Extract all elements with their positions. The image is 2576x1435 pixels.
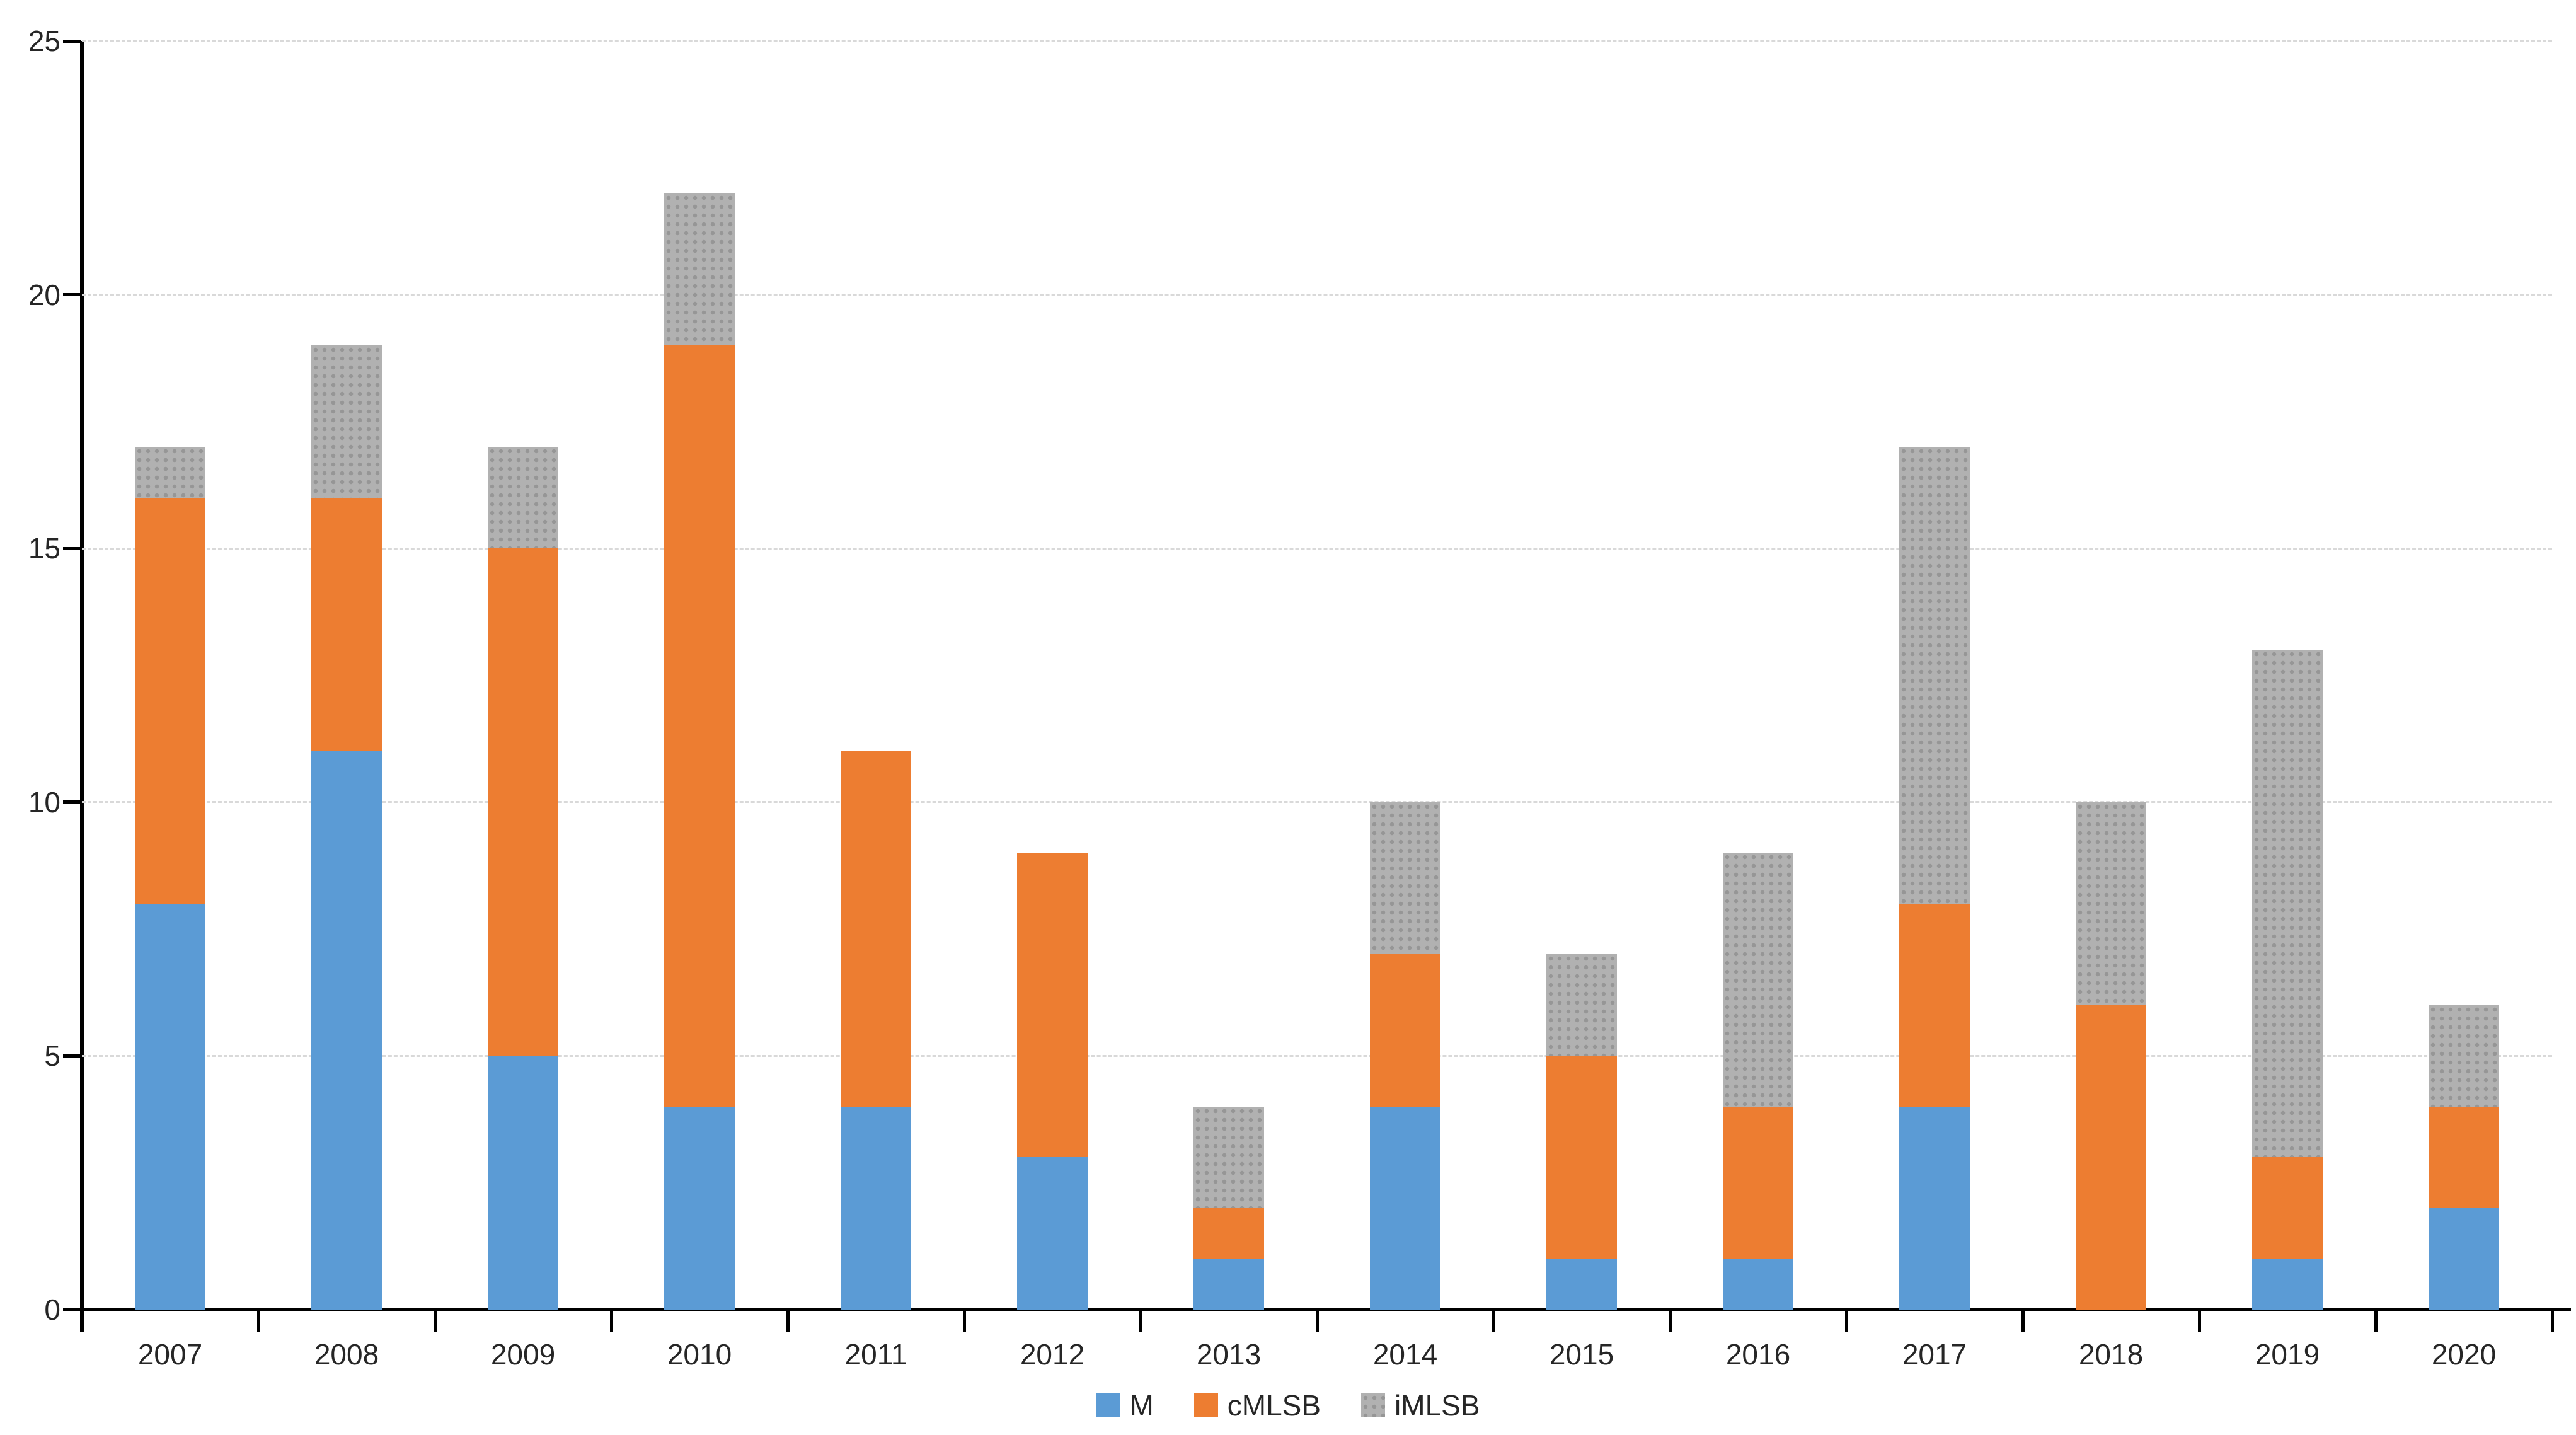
iMLSB-segment-2009: [488, 447, 558, 549]
M-segment-2013: [1193, 1259, 1264, 1310]
legend-item-cMLSB: cMLSB: [1193, 1388, 1321, 1422]
M-segment-2008: [311, 751, 382, 1310]
cMLSB-segment-2012: [1017, 853, 1088, 1158]
cMLSB-segment-2016: [1723, 1106, 1793, 1259]
iMLSB-segment-2020: [2429, 1005, 2499, 1107]
y-tick-5: [63, 1054, 81, 1058]
iMLSB-segment-2014: [1370, 802, 1440, 955]
y-axis-label-25: 25: [28, 25, 60, 57]
gridline-15: [82, 547, 2552, 550]
legend-swatch-M: [1096, 1393, 1120, 1417]
x-tick-9: [1668, 1310, 1672, 1332]
legend-swatch-iMLSB: [1361, 1393, 1386, 1417]
iMLSB-segment-2010: [664, 193, 735, 346]
y-axis-label-0: 0: [44, 1293, 60, 1326]
y-tick-0: [63, 1308, 81, 1311]
x-axis-label-2019: 2019: [2255, 1338, 2320, 1371]
x-axis-label-2020: 2020: [2431, 1338, 2497, 1371]
x-axis-label-2014: 2014: [1372, 1338, 1438, 1371]
cMLSB-segment-2008: [311, 497, 382, 752]
iMLSB-segment-2018: [2076, 802, 2146, 1005]
x-tick-13: [2374, 1310, 2378, 1332]
x-tick-0: [80, 1310, 84, 1332]
M-segment-2012: [1017, 1157, 1088, 1310]
M-segment-2010: [664, 1106, 735, 1310]
legend-swatch-cMLSB: [1193, 1393, 1218, 1417]
iMLSB-segment-2013: [1193, 1106, 1264, 1208]
legend-label-iMLSB: iMLSB: [1394, 1389, 1480, 1422]
x-axis-label-2012: 2012: [1020, 1338, 1085, 1371]
M-segment-2016: [1723, 1259, 1793, 1310]
x-tick-1: [256, 1310, 260, 1332]
cMLSB-segment-2010: [664, 345, 735, 1107]
iMLSB-segment-2019: [2252, 650, 2323, 1158]
iMLSB-segment-2007: [135, 447, 205, 498]
y-axis-label-10: 10: [28, 785, 60, 819]
M-segment-2007: [135, 903, 205, 1310]
x-axis-label-2010: 2010: [667, 1338, 732, 1371]
x-axis-label-2008: 2008: [314, 1338, 379, 1371]
cMLSB-segment-2011: [841, 751, 911, 1107]
M-segment-2017: [1899, 1106, 1970, 1310]
y-axis-label-15: 15: [28, 532, 60, 565]
x-axis-label-2013: 2013: [1196, 1338, 1262, 1371]
x-tick-5: [962, 1310, 966, 1332]
cMLSB-segment-2017: [1899, 903, 1970, 1107]
M-segment-2015: [1546, 1259, 1617, 1310]
y-axis-label-5: 5: [44, 1039, 60, 1073]
x-axis-label-2016: 2016: [1725, 1338, 1791, 1371]
x-tick-4: [786, 1310, 790, 1332]
x-axis-label-2011: 2011: [844, 1338, 907, 1371]
cMLSB-segment-2009: [488, 548, 558, 1056]
iMLSB-segment-2017: [1899, 447, 1970, 904]
y-tick-10: [63, 800, 81, 804]
gridline-10: [82, 801, 2552, 804]
cMLSB-segment-2007: [135, 497, 205, 904]
M-segment-2009: [488, 1056, 558, 1310]
x-tick-2: [433, 1310, 437, 1332]
cMLSB-segment-2013: [1193, 1207, 1264, 1259]
x-tick-10: [1844, 1310, 1848, 1332]
gridline-20: [82, 294, 2552, 296]
x-tick-12: [2197, 1310, 2201, 1332]
y-axis-line: [80, 41, 84, 1332]
M-segment-2019: [2252, 1259, 2323, 1310]
x-tick-7: [1315, 1310, 1319, 1332]
M-segment-2011: [841, 1106, 911, 1310]
y-axis-label-20: 20: [28, 278, 60, 311]
legend-item-iMLSB: iMLSB: [1361, 1388, 1480, 1422]
M-segment-2020: [2429, 1207, 2499, 1310]
cMLSB-segment-2019: [2252, 1157, 2323, 1259]
y-tick-15: [63, 546, 81, 550]
cMLSB-segment-2020: [2429, 1106, 2499, 1208]
legend-item-M: M: [1096, 1388, 1154, 1422]
x-axis-label-2015: 2015: [1549, 1338, 1614, 1371]
M-segment-2014: [1370, 1106, 1440, 1310]
x-tick-14: [2550, 1310, 2554, 1332]
plot-area: [63, 39, 2571, 1332]
cMLSB-segment-2014: [1370, 954, 1440, 1107]
x-tick-3: [609, 1310, 613, 1332]
gridline-25: [82, 40, 2552, 42]
cMLSB-segment-2015: [1546, 1056, 1617, 1259]
iMLSB-segment-2016: [1723, 853, 1793, 1107]
y-tick-25: [63, 39, 81, 43]
legend-label-M: M: [1129, 1389, 1154, 1422]
iMLSB-segment-2015: [1546, 954, 1617, 1056]
x-tick-11: [2021, 1310, 2025, 1332]
cMLSB-segment-2018: [2076, 1005, 2146, 1310]
x-axis-label-2017: 2017: [1902, 1338, 1967, 1371]
iMLSB-segment-2008: [311, 345, 382, 498]
x-axis-label-2007: 2007: [137, 1338, 203, 1371]
legend-label-cMLSB: cMLSB: [1227, 1389, 1321, 1422]
gridline-5: [82, 1054, 2552, 1057]
x-tick-6: [1139, 1310, 1142, 1332]
y-tick-20: [63, 293, 81, 297]
x-axis-label-2018: 2018: [2078, 1338, 2144, 1371]
x-axis-label-2009: 2009: [490, 1338, 556, 1371]
x-tick-8: [1492, 1310, 1495, 1332]
